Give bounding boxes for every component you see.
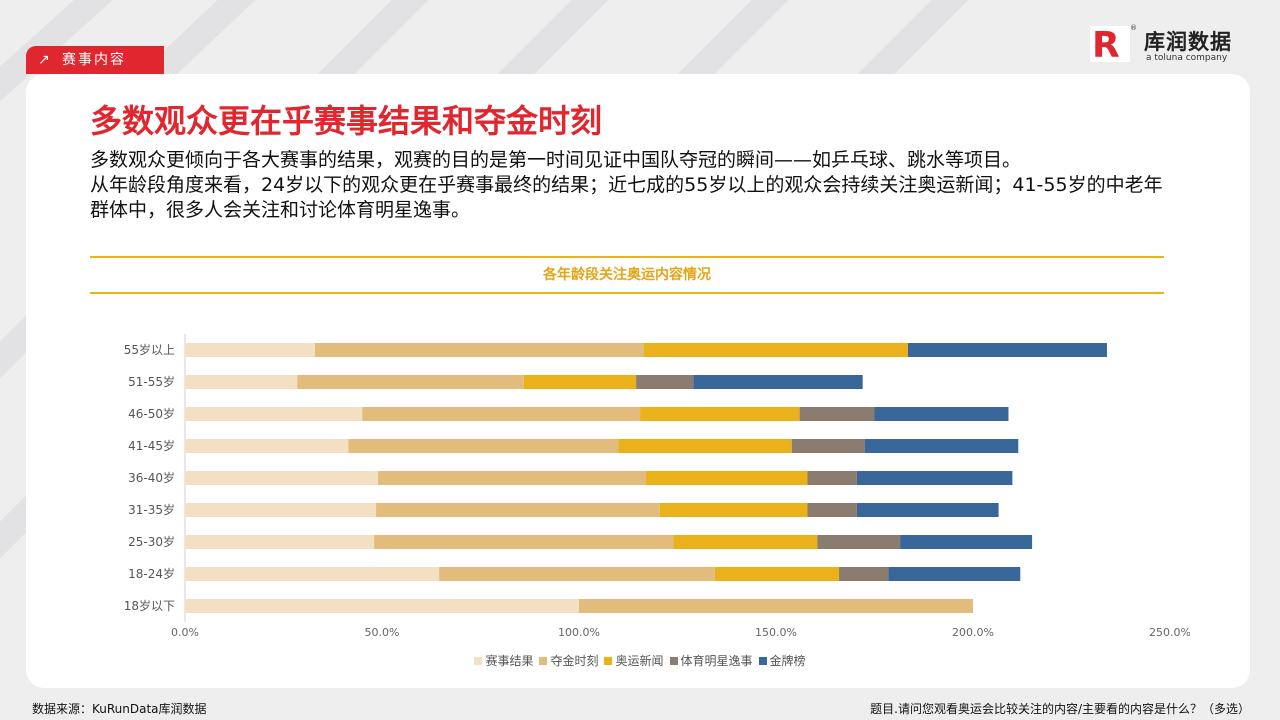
bar-segment <box>378 471 646 485</box>
bar-segment <box>297 375 524 389</box>
legend-item: 赛事结果 <box>474 652 533 669</box>
section-tag-label: 赛事内容 <box>62 52 126 68</box>
description-line-1: 多数观众更倾向于各大赛事的结果，观赛的目的是第一时间见证中国队夺冠的瞬间——如乒… <box>90 149 1022 171</box>
survey-question: 题目.请问您观看奥运会比较关注的内容/主要看的内容是什么？（多选） <box>870 702 1250 716</box>
legend-swatch <box>604 657 613 665</box>
description-line-2: 从年龄段角度来看，24岁以下的观众更在乎赛事最终的结果；近七成的55岁以上的观众… <box>90 174 1163 221</box>
logo-mark: R <box>1092 26 1120 62</box>
chart-title: 各年龄段关注奥运内容情况 <box>90 256 1164 294</box>
x-tick-label: 150.0% <box>755 626 797 639</box>
bar-segment <box>362 407 641 421</box>
bar-segment <box>807 503 857 517</box>
bar-segment <box>185 471 379 485</box>
logo-subtitle: a toluna company <box>1146 53 1228 63</box>
stacked-bar-chart: 55岁以上 51-55岁 46-50岁 41-45岁 36-40岁 31-35岁 25-30… <box>124 334 1190 639</box>
logo-registered: ® <box>1130 24 1137 32</box>
legend-swatch <box>669 657 678 665</box>
legend-swatch <box>758 657 767 665</box>
bar-segment <box>315 343 645 357</box>
bar-segment <box>907 343 1107 357</box>
bar-segment <box>348 439 619 453</box>
x-tick-label: 250.0% <box>1149 626 1190 639</box>
kurun-logo-icon: R <box>1090 26 1130 62</box>
chart-legend: 赛事结果 夺金时刻 奥运新闻 体育明星逸事 金牌榜 <box>0 652 1280 669</box>
legend-label: 奥运新闻 <box>615 654 664 668</box>
description: 多数观众更倾向于各大赛事的结果，观赛的目的是第一时间见证中国队夺冠的瞬间——如乒… <box>90 148 1180 223</box>
bar-segment <box>714 567 840 581</box>
bar-segment <box>856 503 999 517</box>
bar-segment <box>185 599 579 613</box>
bar-segment <box>185 343 316 357</box>
legend-label: 金牌榜 <box>769 654 806 668</box>
bar-segment <box>874 407 1009 421</box>
y-tick-label: 18-24岁 <box>128 566 175 581</box>
bar-segment <box>640 407 800 421</box>
brand-logo: R ® 库润数据 a toluna company <box>1090 24 1250 66</box>
bar-segment <box>185 375 298 389</box>
x-tick-label: 50.0% <box>365 626 400 639</box>
bar-segment <box>673 535 818 549</box>
legend-swatch <box>539 657 548 665</box>
bar-segment <box>659 503 808 517</box>
y-tick-label: 31-35岁 <box>128 502 175 517</box>
bar-segment <box>693 375 863 389</box>
legend-item: 体育明星逸事 <box>669 652 753 669</box>
bar-segment <box>839 567 889 581</box>
y-tick-label: 46-50岁 <box>128 406 175 421</box>
bar-segment <box>807 471 857 485</box>
bar-segment <box>817 535 901 549</box>
x-tick-label: 200.0% <box>952 626 994 639</box>
y-tick-label: 36-40岁 <box>128 470 175 485</box>
bar-segment <box>523 375 637 389</box>
bar-segment <box>579 599 973 613</box>
bar-segment <box>439 567 715 581</box>
bar-segment <box>185 503 377 517</box>
bar-segment <box>644 343 908 357</box>
bar-segment <box>185 567 440 581</box>
logo-text: 库润数据 <box>1144 30 1232 54</box>
bar-segment <box>185 407 363 421</box>
bar-segment <box>185 535 375 549</box>
bar-segment <box>856 471 1013 485</box>
bar-segment <box>888 567 1021 581</box>
y-tick-label: 41-45岁 <box>128 438 175 453</box>
bar-segment <box>185 439 349 453</box>
legend-item: 夺金时刻 <box>539 652 598 669</box>
data-source: 数据来源：KuRunData库润数据 <box>32 702 207 716</box>
bar-segment <box>799 407 875 421</box>
bar-segment <box>636 375 694 389</box>
bar-segment <box>645 471 808 485</box>
x-tick-label: 100.0% <box>558 626 600 639</box>
section-tag: ↗ 赛事内容 <box>26 46 164 74</box>
legend-item: 金牌榜 <box>758 652 806 669</box>
y-tick-label: 25-30岁 <box>128 534 175 549</box>
bar-segment <box>864 439 1019 453</box>
bar-segment <box>791 439 865 453</box>
bar-segment <box>376 503 660 517</box>
bar-segment <box>900 535 1033 549</box>
legend-label: 夺金时刻 <box>550 654 599 668</box>
y-tick-label: 18岁以下 <box>124 598 175 613</box>
legend-item: 奥运新闻 <box>604 652 664 669</box>
y-tick-label: 51-55岁 <box>128 374 175 389</box>
arrow-up-right-icon: ↗ <box>38 52 52 68</box>
bar-segment <box>618 439 792 453</box>
legend-label: 赛事结果 <box>485 654 534 668</box>
x-tick-label: 0.0% <box>171 626 199 639</box>
bar-segment <box>374 535 674 549</box>
page-title: 多数观众更在乎赛事结果和夺金时刻 <box>90 102 603 140</box>
y-tick-label: 55岁以上 <box>124 342 175 357</box>
legend-label: 体育明星逸事 <box>680 654 753 668</box>
legend-swatch <box>474 657 483 665</box>
